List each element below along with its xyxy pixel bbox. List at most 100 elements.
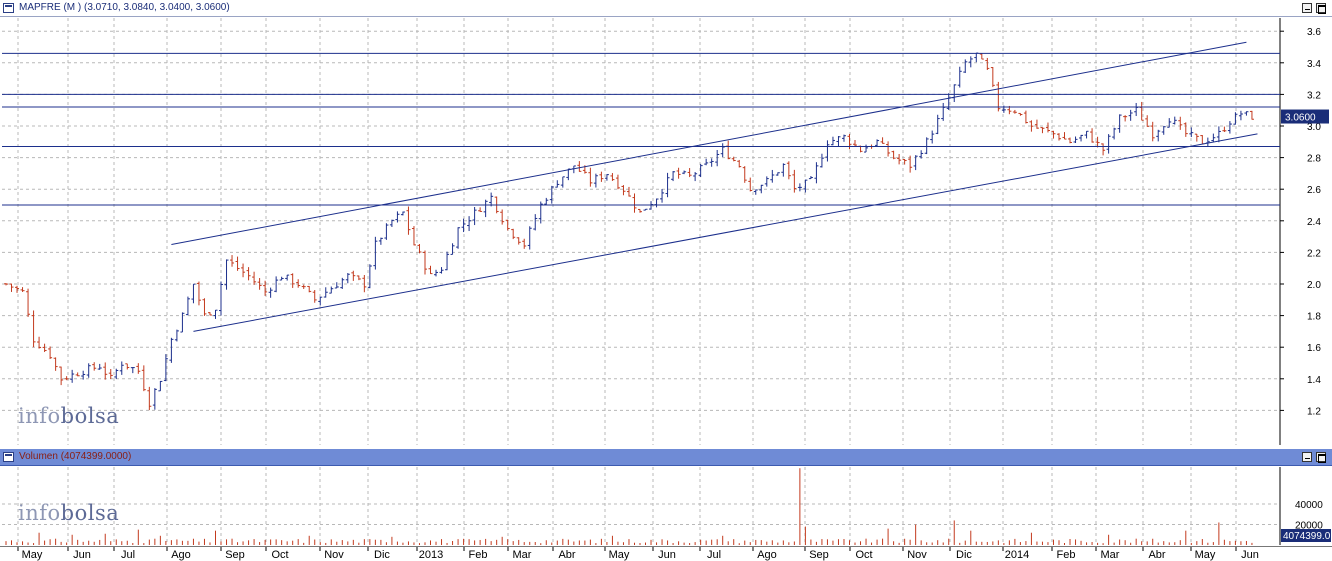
ohlc-bar [533, 214, 538, 231]
ohlc-bar [230, 255, 235, 267]
ohlc-bar [643, 208, 648, 211]
ohlc-bar [527, 226, 532, 250]
ohlc-bar [1084, 130, 1089, 139]
ohlc-bar [334, 282, 339, 289]
ohlc-bar [345, 272, 350, 284]
ohlc-bar [285, 274, 290, 281]
ohlc-bar [853, 140, 858, 147]
ohlc-bar [1183, 122, 1188, 137]
ohlc-bar [1062, 132, 1067, 140]
ohlc-bar [384, 223, 389, 240]
x-tick-label: Jul [121, 549, 135, 561]
ohlc-bar [103, 362, 108, 380]
ohlc-bar [1227, 121, 1232, 134]
ohlc-bar [439, 267, 444, 274]
x-tick-label: Oct [271, 549, 288, 561]
ohlc-bar [136, 363, 141, 374]
minimize-icon[interactable] [1302, 3, 1312, 13]
ohlc-bar [952, 84, 957, 103]
x-tick-label: Oct [855, 549, 872, 561]
ohlc-bar [108, 369, 113, 379]
ohlc-bar [180, 312, 185, 333]
volume-chart-panel: Volumen (4074399.0000) 20000 40000 4074399… [0, 449, 1332, 546]
ohlc-bar [737, 159, 742, 168]
time-axis: May Jun Jul Ago Sep Oct Nov Dic 2013 Feb Mar Abr May… [0, 546, 1332, 561]
ohlc-bar [599, 171, 604, 182]
x-tick-label: Dic [956, 549, 972, 561]
ohlc-bar [191, 283, 196, 304]
ohlc-bar [456, 227, 461, 249]
ohlc-bar [891, 150, 896, 160]
ohlc-bar [207, 312, 212, 316]
x-tick-label: Jun [73, 549, 91, 561]
minimize-icon[interactable] [1302, 452, 1312, 462]
volume-panel-titlebar: Volumen (4074399.0000) [0, 449, 1332, 466]
ohlc-bar [836, 136, 841, 147]
ohlc-bar [1023, 110, 1028, 124]
ohlc-bar [478, 207, 483, 212]
ohlc-bar [114, 368, 119, 379]
ohlc-bar [417, 244, 422, 254]
x-tick-label: Nov [324, 549, 344, 561]
ohlc-bar [1079, 134, 1084, 142]
ohlc-bar [1090, 128, 1095, 143]
ohlc-bar [1128, 109, 1133, 121]
ohlc-bar [1056, 133, 1061, 141]
ohlc-bar [770, 169, 775, 183]
ohlc-bar [290, 273, 295, 288]
volume-chart: 20000 40000 4074399.0 [2, 467, 1331, 545]
ohlc-bar [1101, 143, 1106, 156]
x-tick-label: Sep [809, 549, 829, 561]
ohlc-bar [1216, 126, 1221, 143]
ohlc-bar [549, 185, 554, 204]
y-tick-label: 2.0 [1307, 280, 1321, 291]
ohlc-bar [654, 198, 659, 208]
ohlc-bar [731, 156, 736, 162]
ohlc-bar [48, 346, 53, 359]
ohlc-bar [1112, 127, 1117, 140]
ohlc-bar [257, 278, 262, 290]
ohlc-bar [505, 219, 510, 231]
ohlc-bar [660, 189, 665, 203]
y-tick-label: 3.6 [1307, 27, 1321, 38]
ohlc-bar [163, 354, 168, 382]
ohlc-bar [781, 163, 786, 177]
ohlc-bar [897, 153, 902, 165]
ohlc-bar [748, 177, 753, 192]
ohlc-bar [886, 141, 891, 157]
ohlc-bar [687, 168, 692, 178]
ohlc-bar [296, 279, 301, 288]
ohlc-bar [1145, 115, 1150, 127]
ohlc-bar [489, 192, 494, 207]
ohlc-bar [819, 153, 824, 168]
ohlc-bar [1040, 127, 1045, 134]
ohlc-bar [59, 366, 64, 386]
ohlc-bar [500, 209, 505, 225]
ohlc-bar [577, 161, 582, 172]
ohlc-bar [974, 52, 979, 63]
last-volume-label-bg [1281, 529, 1331, 542]
ohlc-bar [130, 367, 135, 374]
ohlc-bar [825, 140, 830, 162]
ohlc-bar [797, 183, 802, 192]
price-chart: 1.2 1.4 1.6 1.8 2.0 2.2 2.4 2.6 2.8 3.0 3.2 3.4 3.6 3… [2, 18, 1329, 445]
ohlc-bar [86, 363, 91, 378]
ohlc-bar [329, 286, 334, 294]
y-tick-label: 1.2 [1307, 406, 1321, 417]
y-tick-label: 1.8 [1307, 312, 1321, 323]
ohlc-bar [434, 269, 439, 277]
ohlc-bar [709, 158, 714, 167]
x-tick-label: Feb [1057, 549, 1076, 561]
y-tick-label: 3.0 [1307, 122, 1321, 133]
ohlc-bar [64, 376, 69, 381]
maximize-icon[interactable] [1316, 452, 1326, 463]
maximize-icon[interactable] [1316, 3, 1326, 14]
ohlc-bar [445, 251, 450, 271]
x-tick-label: Sep [225, 549, 245, 561]
ohlc-bar [235, 256, 240, 271]
ohlc-bar [908, 155, 913, 173]
ohlc-bar [1238, 110, 1243, 121]
ohlc-bar [1167, 118, 1172, 128]
ohlc-bar [593, 173, 598, 188]
ohlc-bar [152, 388, 157, 410]
